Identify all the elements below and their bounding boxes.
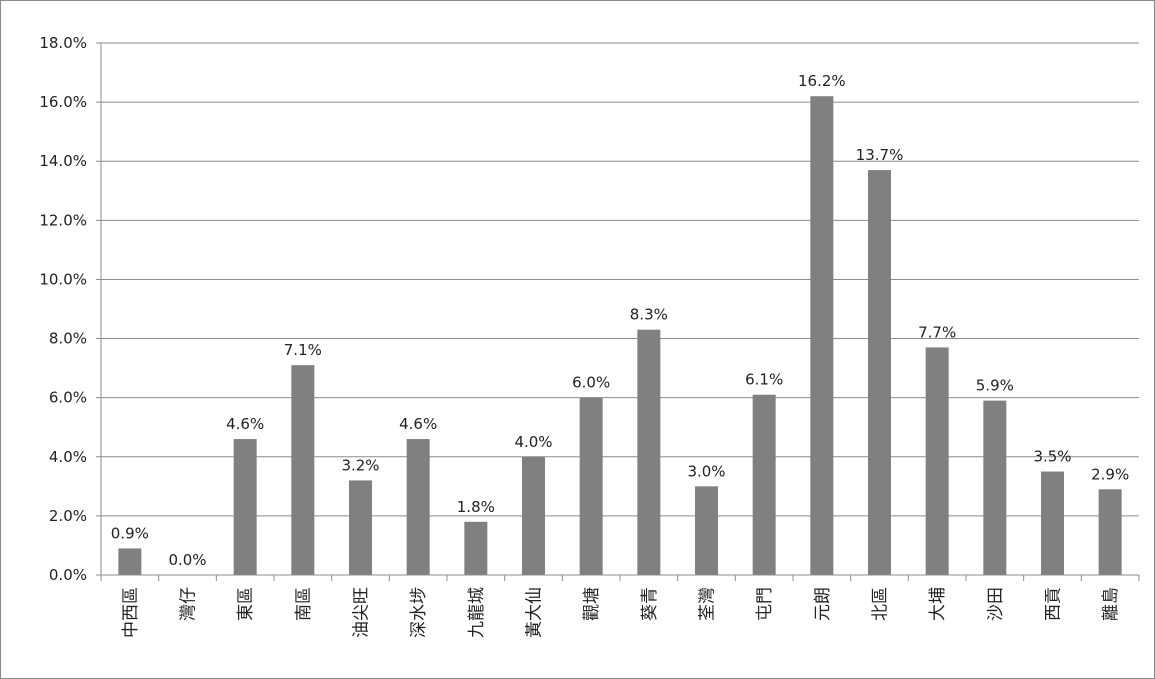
category-label: 灣仔: [179, 587, 199, 621]
category-label: 沙田: [986, 587, 1006, 621]
category-label: 葵青: [640, 587, 660, 621]
bar: [522, 456, 545, 575]
bars: [118, 96, 1122, 576]
x-axis: [100, 43, 1140, 581]
data-label: 6.0%: [572, 374, 610, 392]
bar: [637, 329, 661, 575]
y-tick-label: 10.0%: [39, 270, 87, 288]
category-label: 荃灣: [698, 587, 718, 621]
category-label: 深水埗: [409, 587, 429, 638]
data-label: 0.9%: [111, 524, 149, 542]
data-label: 6.1%: [745, 371, 783, 389]
y-tick-label: 4.0%: [49, 448, 87, 466]
category-label: 中西區: [121, 587, 141, 638]
category-label: 北區: [871, 587, 891, 621]
data-label: 16.2%: [798, 72, 846, 90]
category-label: 西貢: [1044, 587, 1064, 621]
data-label: 0.0%: [168, 551, 206, 569]
bar: [695, 486, 718, 575]
y-tick-label: 18.0%: [39, 34, 87, 52]
data-label: 1.8%: [457, 498, 495, 516]
y-axis-tick-labels: 0.0% 2.0% 4.0% 6.0% 8.0% 10.0% 12.0% 14.0% 16.0%…: [39, 34, 87, 584]
y-tick-label: 2.0%: [49, 507, 87, 525]
data-label: 4.6%: [399, 415, 437, 433]
y-tick-label: 16.0%: [39, 93, 87, 111]
category-label: 屯門: [755, 587, 775, 621]
data-label: 4.0%: [514, 433, 552, 451]
data-label: 7.1%: [284, 341, 322, 359]
data-label: 13.7%: [856, 146, 904, 164]
bar: [983, 400, 1007, 575]
bar: [464, 521, 488, 575]
bar: [291, 365, 315, 575]
y-tick-label: 6.0%: [49, 389, 87, 407]
data-label: 5.9%: [976, 377, 1014, 395]
category-label: 元朗: [813, 587, 833, 621]
category-label: 南區: [294, 587, 314, 621]
data-label: 3.5%: [1033, 448, 1071, 466]
bar: [925, 347, 949, 575]
y-tick-label: 14.0%: [39, 152, 87, 170]
y-tick-label: 8.0%: [49, 330, 87, 348]
bar: [868, 170, 891, 576]
gridlines: [96, 42, 1139, 576]
category-labels: 中西區 灣仔 東區 南區 油尖旺 深水埗 九龍城 黃大仙 觀塘 葵青 荃灣 屯門 元朗 北區 大埔 沙田 西貢 離…: [121, 587, 1121, 638]
data-label: 2.9%: [1091, 465, 1129, 483]
bar: [349, 480, 372, 575]
data-label: 4.6%: [226, 415, 264, 433]
y-tick-label: 12.0%: [39, 211, 87, 229]
category-label: 九龍城: [467, 587, 487, 638]
category-label: 油尖旺: [352, 587, 372, 638]
bar: [233, 439, 257, 575]
bar: [579, 397, 603, 575]
category-label: 東區: [236, 587, 256, 621]
bar: [118, 548, 142, 575]
data-label: 7.7%: [918, 323, 956, 341]
category-label: 離島: [1101, 587, 1121, 621]
data-labels: 0.9% 0.0% 4.6% 7.1% 3.2% 4.6% 1.8% 4.0% 6.0% 8.3%…: [111, 72, 1129, 569]
category-label: 大埔: [928, 587, 948, 621]
category-label: 黃大仙: [525, 587, 545, 638]
bar: [1098, 489, 1122, 575]
category-label: 觀塘: [582, 587, 602, 621]
data-label: 3.2%: [341, 456, 379, 474]
data-label: 8.3%: [630, 306, 668, 324]
bar: [810, 96, 834, 575]
bar: [752, 394, 776, 575]
y-tick-label: 0.0%: [49, 566, 87, 584]
bar: [406, 439, 430, 575]
bar: [1041, 471, 1064, 575]
data-label: 3.0%: [687, 462, 725, 480]
